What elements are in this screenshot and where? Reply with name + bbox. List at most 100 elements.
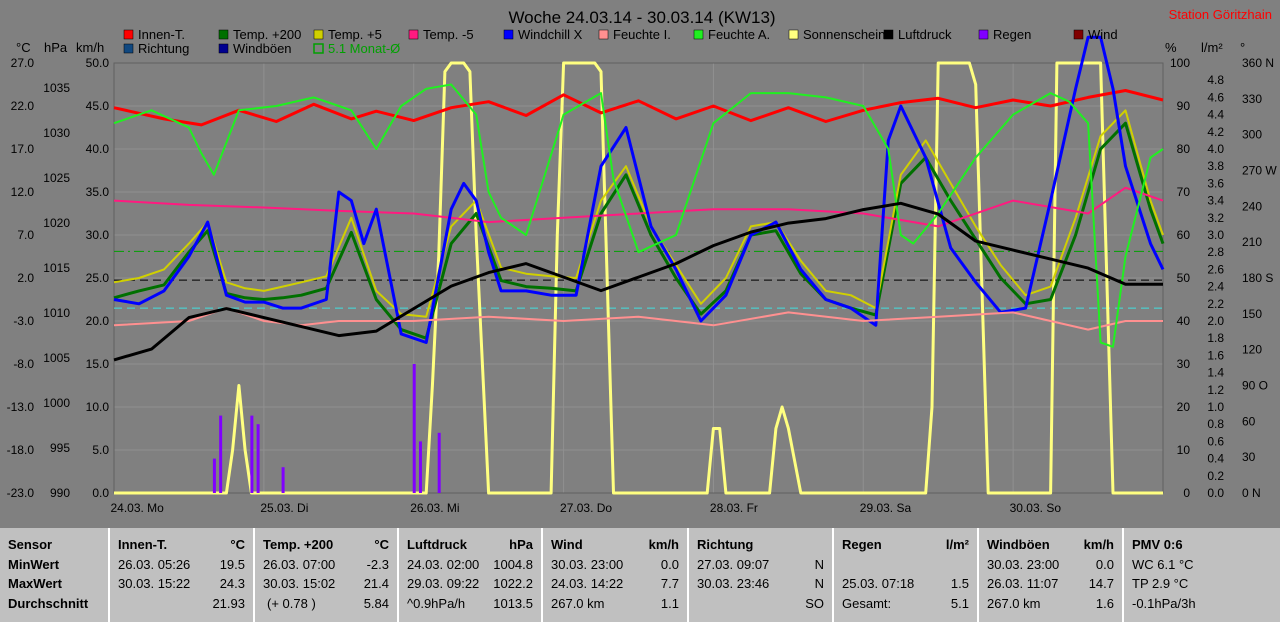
wind-tick: 30.0	[86, 228, 110, 242]
day-label: 25.03. Di	[260, 501, 308, 515]
legend-swatch	[408, 29, 419, 40]
rain-tick: 2.2	[1207, 297, 1224, 311]
legend-swatch	[313, 43, 324, 54]
rain-bars	[212, 364, 441, 493]
hum-tick: 60	[1177, 228, 1191, 242]
luftdruck-title: Luftdruck	[407, 537, 467, 552]
press-tick: 1020	[43, 216, 70, 230]
legend-label: Luftdruck	[898, 27, 952, 42]
innen-min-val: 19.5	[219, 557, 245, 572]
innen-max-val: 24.3	[219, 576, 245, 591]
legend-swatch	[883, 29, 894, 40]
sensor-title: Sensor	[8, 537, 53, 552]
legend-label: Regen	[993, 27, 1031, 42]
day-label: 26.03. Mi	[410, 501, 459, 515]
axis-unit-labels: °C hPa km/h % l/m² °	[16, 40, 1245, 55]
row-minwert: MinWert	[8, 557, 60, 572]
wind-tick: 10.0	[86, 400, 110, 414]
hum-tick: 40	[1177, 314, 1191, 328]
series-innen-t-line	[113, 89, 1164, 127]
temp200-title: Temp. +200	[263, 537, 334, 552]
legend-swatch	[978, 29, 989, 40]
windboeen-min-val: 0.0	[1095, 557, 1114, 572]
day-label: 24.03. Mo	[110, 501, 164, 515]
series-feuchte-a-line	[113, 83, 1164, 348]
summary-innen: Innen-T. °C 26.03. 05:26 19.5 30.03. 15:22…	[110, 528, 255, 622]
press-tick: 1015	[43, 261, 70, 275]
rain-bar	[256, 424, 260, 493]
temp-unit-label: °C	[16, 40, 31, 55]
temp200-max-val: 21.4	[363, 576, 389, 591]
rain-bar	[219, 415, 223, 493]
hum-tick: 90	[1177, 99, 1191, 113]
rain-tick: 3.0	[1207, 228, 1224, 242]
day-label: 28.03. Fr	[710, 501, 758, 515]
temp-tick: 7.0	[17, 228, 34, 242]
rain-bar	[437, 432, 441, 493]
rain-bar	[250, 415, 254, 493]
rain-tick: 4.2	[1207, 125, 1224, 139]
luftdruck-max-time: 29.03. 09:22	[407, 576, 480, 591]
luftdruck-max-val: 1022.2	[493, 576, 533, 591]
temp200-min-time: 26.03. 07:00	[263, 557, 336, 572]
hum-tick: 100	[1170, 56, 1190, 70]
rain-unit-label: l/m²	[1201, 40, 1223, 55]
legend-swatch	[598, 29, 609, 40]
dir-tick: 360 N	[1242, 56, 1274, 70]
rain-tick: 1.0	[1207, 400, 1224, 414]
dir-tick: 120	[1242, 343, 1262, 357]
legend-label: Windchill X	[518, 27, 583, 42]
station-label: Station Göritzhain	[1169, 7, 1272, 22]
rain-tick: 2.0	[1207, 314, 1224, 328]
legend-label: Temp. -5	[423, 27, 474, 42]
wind-title: Wind	[551, 537, 583, 552]
series-temp-5-line	[113, 109, 1164, 318]
dir-tick: 330	[1242, 92, 1262, 106]
legend-label: Temp. +5	[328, 27, 382, 42]
wind-tick: 50.0	[86, 56, 110, 70]
series-windchill-x-line	[113, 35, 1165, 344]
press-tick: 1035	[43, 81, 70, 95]
dir-tick: 240	[1242, 199, 1262, 213]
legend-swatch	[123, 43, 134, 54]
dir-unit-label: °	[1240, 40, 1245, 55]
temp-tick: -3.0	[13, 314, 34, 328]
press-tick: 1030	[43, 126, 70, 140]
press-tick: 1005	[43, 351, 70, 365]
wind-avg-label: 267.0 km	[551, 596, 605, 611]
press-tick: 1010	[43, 306, 70, 320]
rain-tick: 1.6	[1207, 348, 1224, 362]
chart-title: Woche 24.03.14 - 30.03.14 (KW13)	[508, 8, 775, 27]
temp200-avg-val: 5.84	[363, 596, 389, 611]
rain-tick: 1.2	[1207, 383, 1224, 397]
legend-swatch	[123, 29, 134, 40]
rain-tick: 4.6	[1207, 90, 1224, 104]
legend-label: 5.1 Monat-Ø	[328, 41, 400, 56]
temp200-max-time: 30.03. 15:02	[263, 576, 336, 591]
regen-total-label: Gesamt:	[842, 596, 892, 611]
summary-windboeen: Windböen km/h 30.03. 23:00 0.0 26.03. 11:0…	[979, 528, 1124, 622]
luftdruck-min-val: 1004.8	[493, 557, 533, 572]
rain-tick: 4.8	[1207, 73, 1224, 87]
richtung-avg-val: SO	[805, 596, 824, 611]
dir-tick: 270 W	[1242, 164, 1277, 178]
rain-tick: 0.0	[1207, 486, 1224, 500]
summary-wind: Wind km/h 30.03. 23:00 0.0 24.03. 14:22 7.7…	[543, 528, 689, 622]
wind-tick: 40.0	[86, 142, 110, 156]
legend-label: Temp. +200	[233, 27, 301, 42]
wind-tick: 20.0	[86, 314, 110, 328]
wind-max-val: 7.7	[660, 576, 679, 591]
windboeen-min-time: 30.03. 23:00	[987, 557, 1060, 572]
press-tick: 1000	[43, 396, 70, 410]
sunshine-series	[114, 61, 1163, 495]
hum-tick: 20	[1177, 400, 1191, 414]
rain-tick: 2.4	[1207, 280, 1224, 294]
wind-max-time: 24.03. 14:22	[551, 576, 624, 591]
series-sonnenschein-line	[114, 61, 1163, 495]
regen-max-val: 1.5	[950, 576, 969, 591]
hum-tick: 80	[1177, 142, 1191, 156]
rain-tick: 3.2	[1207, 211, 1224, 225]
luftdruck-min-time: 24.03. 02:00	[407, 557, 480, 572]
innen-max-time: 30.03. 15:22	[118, 576, 191, 591]
dir-tick: 0 N	[1242, 486, 1261, 500]
